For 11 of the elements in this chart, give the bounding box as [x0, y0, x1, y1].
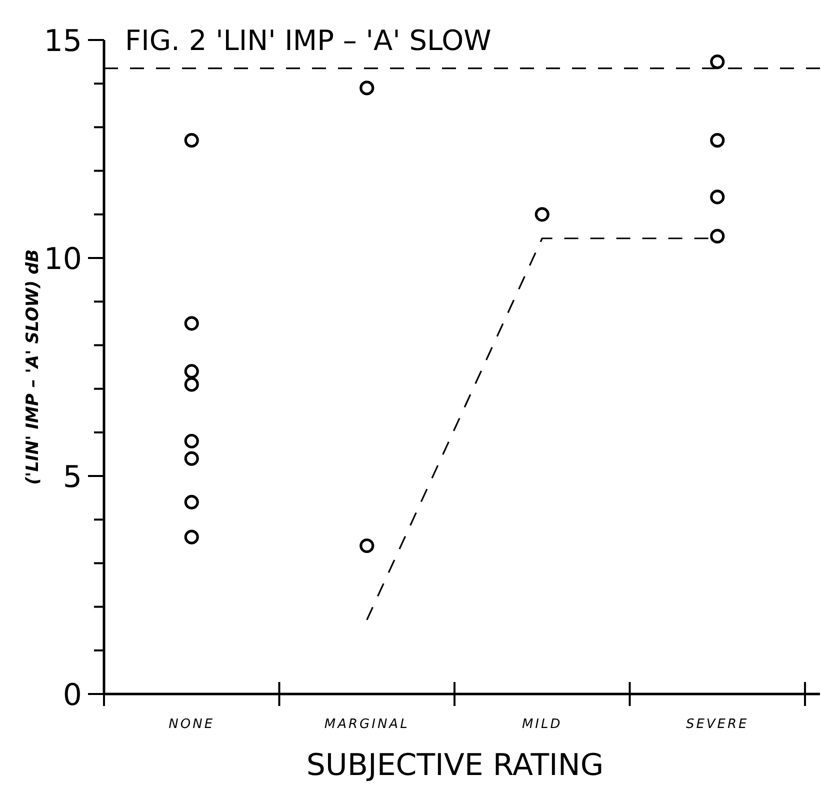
x-tick-label: NONE	[168, 717, 215, 732]
y-tick-label: 5	[62, 460, 82, 495]
y-tick-label: 0	[62, 678, 82, 713]
x-tick-label: SEVERE	[686, 717, 749, 732]
chart-title: FIG. 2 'LIN' IMP – 'A' SLOW	[125, 24, 492, 57]
x-tick-label: MARGINAL	[324, 717, 410, 732]
x-axis-title: SUBJECTIVE RATING	[306, 748, 604, 783]
y-tick-label: 15	[44, 24, 82, 59]
x-tick-label: MILD	[522, 717, 562, 732]
y-tick-label: 10	[44, 242, 82, 277]
y-axis-title: ('LIN' IMP – 'A' SLOW) dB	[23, 249, 43, 485]
